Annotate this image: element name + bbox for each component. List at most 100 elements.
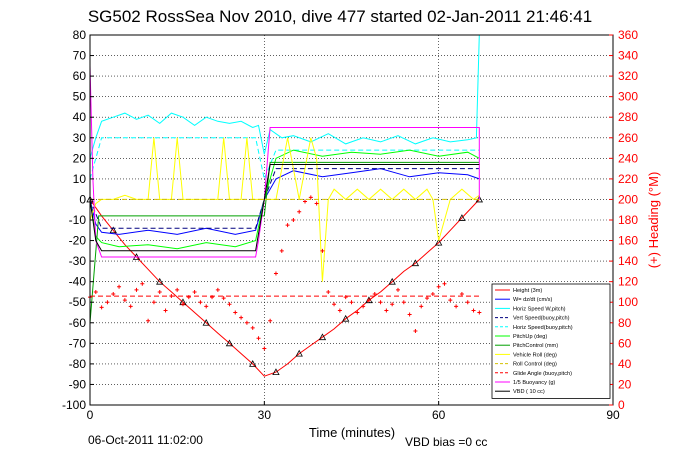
heading-point xyxy=(314,201,319,206)
heading-point xyxy=(256,336,261,341)
height-marker xyxy=(458,214,466,221)
y-tick-label: 80 xyxy=(73,28,87,42)
series-layer xyxy=(86,34,484,377)
heading-point xyxy=(146,318,151,323)
heading-point xyxy=(448,298,453,303)
vbd-bias-note: VBD bias =0 cc xyxy=(405,435,487,449)
x-tick-label: 30 xyxy=(258,408,272,422)
right-tick-label: 280 xyxy=(618,110,638,124)
right-tick-label: 200 xyxy=(618,192,638,206)
heading-point xyxy=(210,295,215,300)
heading-point xyxy=(407,312,412,317)
heading-point xyxy=(419,304,424,309)
y-tick-label: -80 xyxy=(69,357,87,371)
x-tick-label: 0 xyxy=(87,408,94,422)
heading-point xyxy=(320,248,325,253)
legend-label-roll_control: Roll Control (deg) xyxy=(513,362,557,368)
legend-box xyxy=(491,283,611,399)
legend-label-glide_angle: Glide Angle (buoy,pitch) xyxy=(513,371,572,377)
right-tick-label: 180 xyxy=(618,213,638,227)
right-axis-label: (+) Heading (°M) xyxy=(646,172,661,269)
heading-point xyxy=(198,300,203,305)
y-tick-label: -20 xyxy=(69,234,87,248)
heading-point xyxy=(442,281,447,286)
heading-point xyxy=(262,346,267,351)
heading-point xyxy=(477,310,482,315)
y-tick-label: 20 xyxy=(73,151,87,165)
x-tick-label: 90 xyxy=(606,408,620,422)
heading-point xyxy=(180,302,185,307)
heading-point xyxy=(221,296,226,301)
heading-point xyxy=(413,329,418,333)
heading-point xyxy=(390,302,395,307)
right-tick-label: 80 xyxy=(618,316,632,330)
heading-point xyxy=(128,304,133,309)
height-marker xyxy=(342,314,350,322)
right-tick-label: 120 xyxy=(618,275,638,289)
heading-point xyxy=(233,310,238,315)
series-height xyxy=(89,199,480,377)
heading-point xyxy=(157,289,162,294)
heading-point xyxy=(239,315,244,320)
heading-point xyxy=(99,305,104,310)
heading-point xyxy=(291,218,296,222)
y-tick-label: -50 xyxy=(69,295,87,309)
height-marker xyxy=(109,226,117,234)
legend-label-pitch_up: PitchUp (deg) xyxy=(513,334,547,340)
heading-point xyxy=(215,287,220,292)
y-tick-label: -30 xyxy=(69,254,87,268)
heading-point xyxy=(163,308,168,313)
heading-point xyxy=(117,284,122,289)
right-tick-label: 340 xyxy=(618,49,638,63)
heading-point xyxy=(337,308,342,313)
legend-label-horz_speed: Horiz Speed W,pitch) xyxy=(513,306,566,312)
legend: Height (3m) W= dz/dt (cm/s) Horiz Speed W,… xyxy=(491,283,611,399)
height-marker xyxy=(318,333,327,341)
y-tick-label: -60 xyxy=(69,316,87,330)
heading-point xyxy=(401,300,406,305)
heading-point xyxy=(192,289,197,294)
right-tick-label: 60 xyxy=(618,336,632,350)
heading-point xyxy=(308,195,313,200)
legend-label-height: Height (3m) xyxy=(513,288,542,294)
right-tick-label: 220 xyxy=(618,172,638,186)
chart-title: SG502 RossSea Nov 2010, dive 477 started… xyxy=(88,7,592,26)
heading-point xyxy=(297,209,302,214)
heading-point xyxy=(169,294,174,299)
heading-point xyxy=(105,300,110,305)
heading-point xyxy=(250,325,255,330)
heading-point xyxy=(343,295,348,300)
x-tick-label: 60 xyxy=(432,408,446,422)
height-marker xyxy=(249,360,257,367)
heading-point xyxy=(465,300,470,305)
height-marker xyxy=(156,277,164,285)
series-horz_speed xyxy=(89,34,480,159)
series-w xyxy=(89,168,480,235)
heading-point xyxy=(378,300,383,305)
heading-point xyxy=(227,302,232,307)
legend-label-buoyancy: 1/5 Buoyancy (g) xyxy=(513,380,555,386)
heading-point xyxy=(303,199,308,204)
right-tick-label: 40 xyxy=(618,357,632,371)
height-marker xyxy=(202,318,210,326)
heading-point xyxy=(175,287,180,292)
series-vert_speed_buoy xyxy=(89,168,480,229)
height-marker xyxy=(388,277,396,285)
heading-point xyxy=(395,287,400,292)
x-axis-ticks: 0 30 60 90 xyxy=(87,401,620,422)
heading-point xyxy=(430,292,435,296)
legend-label-vert_speed_buoy: Vert Speed(buoy,pitch) xyxy=(513,316,570,322)
series-pitch_control xyxy=(89,161,480,323)
legend-label-pitch_control: PitchControl (mm) xyxy=(513,343,558,349)
right-tick-label: 240 xyxy=(618,151,638,165)
heading-point xyxy=(273,271,278,276)
heading-point xyxy=(349,300,354,305)
right-tick-label: 320 xyxy=(618,69,638,83)
heading-point xyxy=(204,304,209,309)
footer-date: 06-Oct-2011 11:02:00 xyxy=(88,433,203,447)
legend-label-vehicle_roll: Vehicle Roll (deg) xyxy=(513,352,557,358)
right-tick-label: 0 xyxy=(618,398,625,412)
heading-point xyxy=(384,308,389,313)
y-tick-label: 40 xyxy=(73,110,87,124)
heading-point xyxy=(140,281,145,286)
